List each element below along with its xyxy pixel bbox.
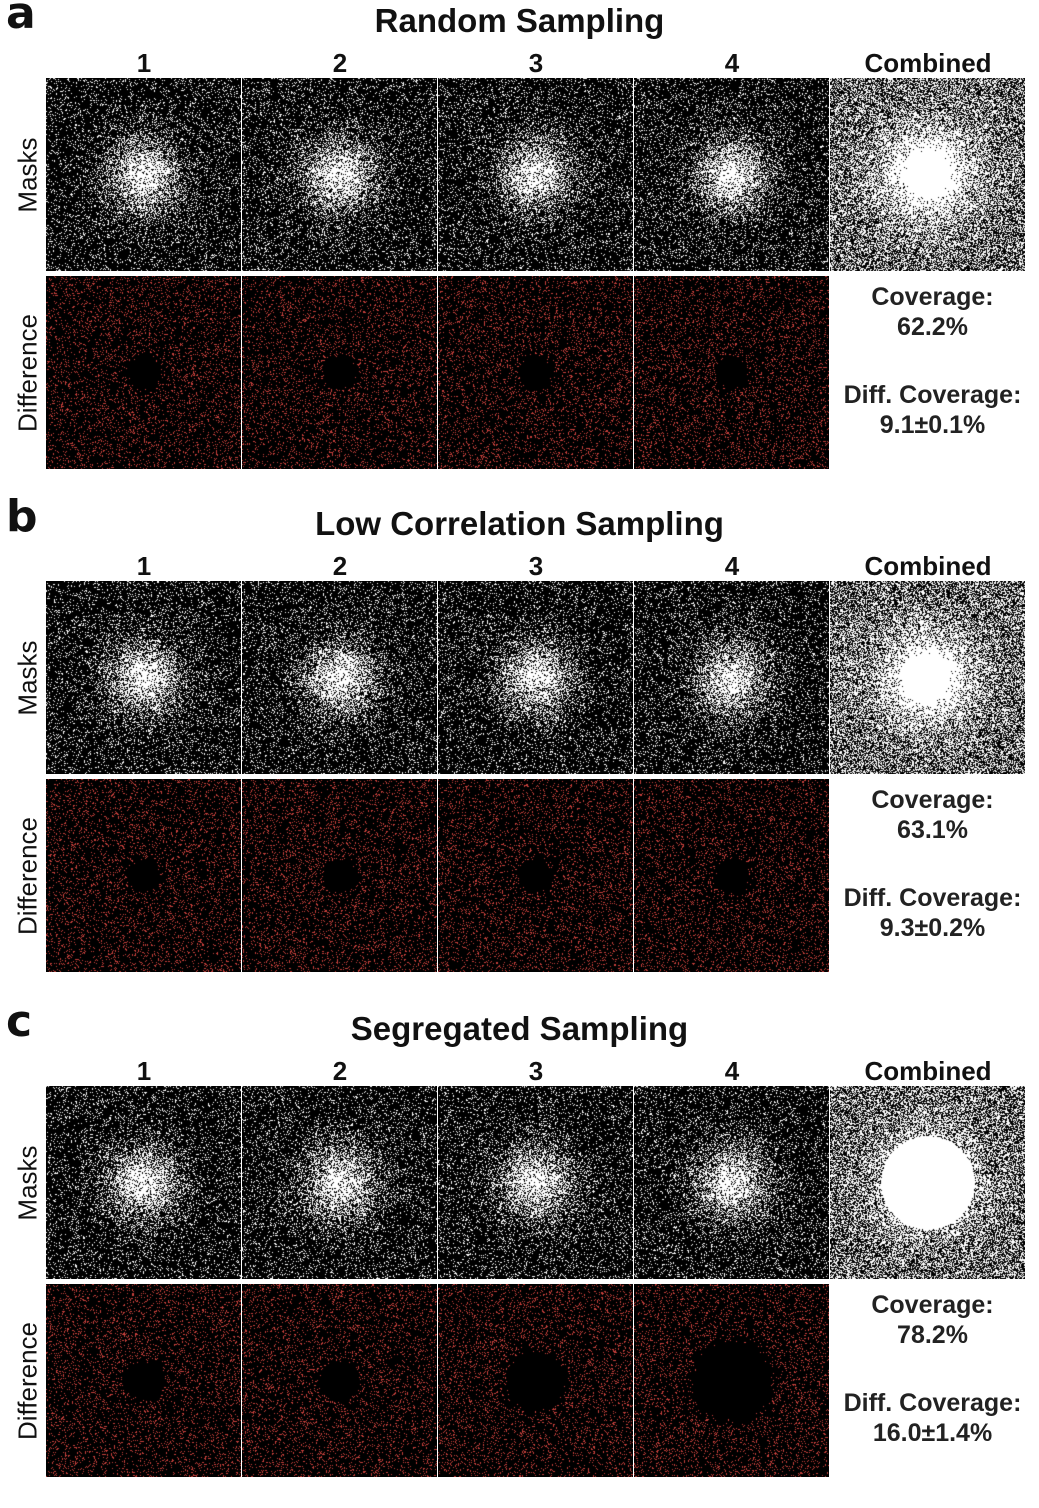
row-label-masks: Masks: [12, 639, 43, 716]
coverage-value: 78.2%: [897, 1321, 968, 1349]
difference-image-4: [634, 276, 829, 469]
difference-image-2: [242, 276, 437, 469]
column-label-3: 3: [528, 1056, 544, 1086]
diff-coverage-value: 9.3±0.2%: [879, 914, 986, 942]
diff-coverage-value: 9.1±0.1%: [879, 411, 986, 439]
coverage-label: Coverage:: [871, 786, 994, 814]
combined-mask-image: [830, 581, 1025, 774]
row-label-masks: Masks: [12, 1144, 43, 1221]
panel-title: Segregated Sampling: [350, 1010, 689, 1047]
column-label-1: 1: [136, 48, 152, 78]
mask-image-4: [634, 581, 829, 774]
mask-image-3: [438, 1086, 633, 1279]
column-label-2: 2: [332, 48, 348, 78]
mask-image-2: [242, 581, 437, 774]
row-label-difference: Difference: [12, 313, 43, 432]
panel-c: c Segregated Sampling 1 2 3 4 Combined Masks Dif…: [0, 996, 1039, 1508]
column-label-5: Combined: [864, 1056, 992, 1086]
row-label-difference: Difference: [12, 816, 43, 935]
panel-letter: c: [6, 996, 33, 1047]
diff-coverage-value: 16.0±1.4%: [872, 1419, 993, 1447]
coverage-label: Coverage:: [871, 283, 994, 311]
mask-image-2: [242, 78, 437, 271]
column-label-1: 1: [136, 1056, 152, 1086]
column-label-4: 4: [724, 1056, 740, 1086]
panel-b: b Low Correlation Sampling 1 2 3 4 Combined Mas…: [0, 491, 1039, 1003]
panel-letter: b: [6, 491, 38, 542]
coverage-stats: Coverage: 63.1% Diff. Coverage: 9.3±0.2%: [826, 785, 1039, 943]
coverage-stats: Coverage: 78.2% Diff. Coverage: 16.0±1.4%: [826, 1290, 1039, 1448]
diff-coverage-label: Diff. Coverage:: [843, 884, 1022, 912]
difference-image-3: [438, 779, 633, 972]
diff-coverage-label: Diff. Coverage:: [843, 1389, 1022, 1417]
mask-image-1: [46, 1086, 241, 1279]
difference-image-4: [634, 1284, 829, 1477]
column-label-1: 1: [136, 551, 152, 581]
row-label-difference: Difference: [12, 1321, 43, 1440]
column-label-2: 2: [332, 551, 348, 581]
mask-image-1: [46, 581, 241, 774]
coverage-value: 62.2%: [897, 313, 968, 341]
mask-image-1: [46, 78, 241, 271]
column-label-5: Combined: [864, 551, 992, 581]
column-label-2: 2: [332, 1056, 348, 1086]
combined-mask-image: [830, 78, 1025, 271]
panel-title: Random Sampling: [374, 2, 665, 39]
panel-title: Low Correlation Sampling: [315, 505, 724, 542]
coverage-stats: Coverage: 62.2% Diff. Coverage: 9.1±0.1%: [826, 282, 1039, 440]
row-label-masks: Masks: [12, 136, 43, 213]
mask-image-4: [634, 1086, 829, 1279]
mask-image-3: [438, 581, 633, 774]
column-label-5: Combined: [864, 48, 992, 78]
difference-image-4: [634, 779, 829, 972]
difference-image-3: [438, 276, 633, 469]
column-label-3: 3: [528, 551, 544, 581]
coverage-value: 63.1%: [897, 816, 968, 844]
column-label-4: 4: [724, 551, 740, 581]
difference-image-1: [46, 779, 241, 972]
mask-image-2: [242, 1086, 437, 1279]
combined-mask-image: [830, 1086, 1025, 1279]
diff-coverage-label: Diff. Coverage:: [843, 381, 1022, 409]
column-label-4: 4: [724, 48, 740, 78]
difference-image-2: [242, 1284, 437, 1477]
difference-image-1: [46, 276, 241, 469]
mask-image-4: [634, 78, 829, 271]
coverage-label: Coverage:: [871, 1291, 994, 1319]
difference-image-1: [46, 1284, 241, 1477]
column-label-3: 3: [528, 48, 544, 78]
panel-a: a Random Sampling 1 2 3 4 Combined Masks Differe…: [0, 0, 1039, 500]
mask-image-3: [438, 78, 633, 271]
difference-image-3: [438, 1284, 633, 1477]
panel-letter: a: [6, 0, 36, 39]
difference-image-2: [242, 779, 437, 972]
